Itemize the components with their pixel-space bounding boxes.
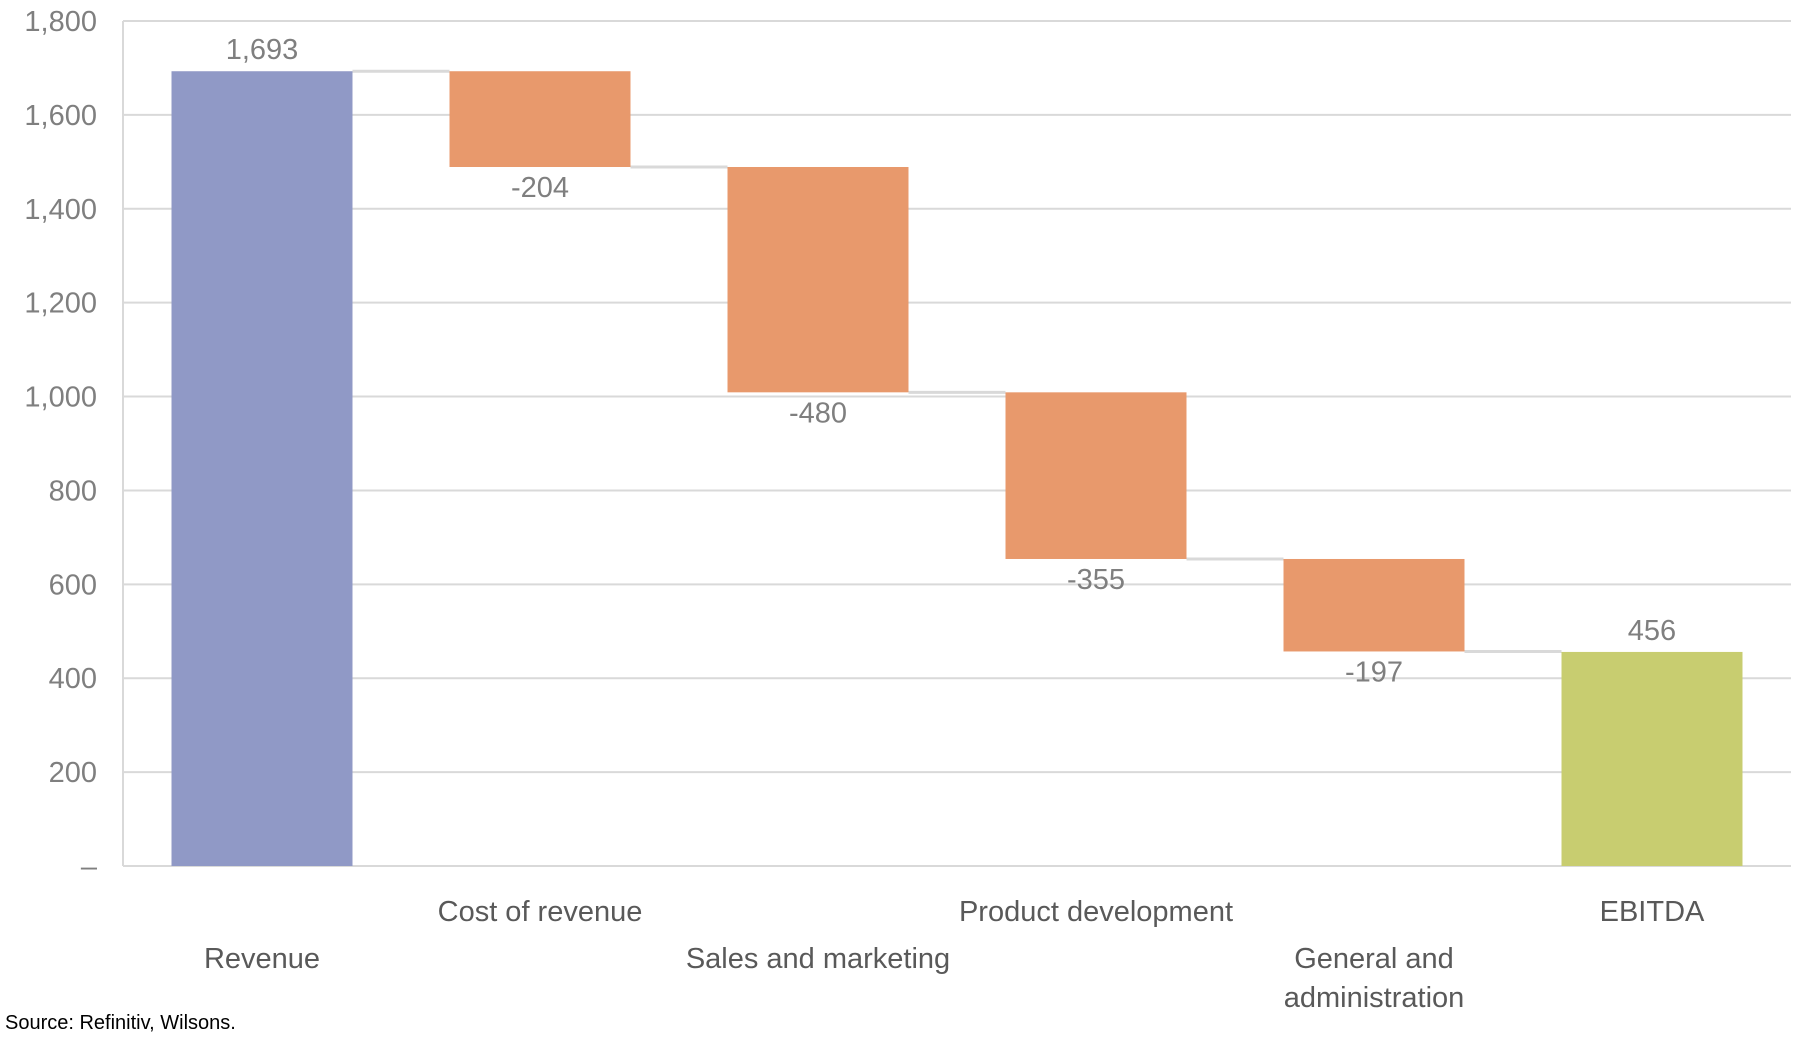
y-tick-label: 200 bbox=[49, 757, 97, 789]
bar-product-development bbox=[1005, 392, 1187, 559]
bar-revenue bbox=[171, 71, 353, 867]
category-label: administration bbox=[1284, 982, 1465, 1014]
y-tick-label: 1,000 bbox=[24, 382, 97, 414]
data-label: -480 bbox=[789, 397, 847, 429]
data-label: -204 bbox=[511, 172, 569, 204]
y-tick-label: 1,800 bbox=[24, 6, 97, 38]
category-label: EBITDA bbox=[1600, 896, 1705, 928]
category-label: Sales and marketing bbox=[686, 943, 950, 975]
y-tick-label: 600 bbox=[49, 569, 97, 601]
category-label: Product development bbox=[959, 896, 1233, 928]
bar-sales-and-marketing bbox=[727, 166, 909, 393]
category-label: Cost of revenue bbox=[438, 896, 643, 928]
category-label: General and bbox=[1294, 943, 1454, 975]
source-note: Source: Refinitiv, Wilsons. bbox=[5, 1012, 236, 1034]
y-tick-label: 1,600 bbox=[24, 100, 97, 132]
bar-ebitda bbox=[1561, 651, 1743, 866]
y-tick-label: 800 bbox=[49, 475, 97, 507]
data-label: 456 bbox=[1628, 615, 1676, 647]
data-label: -355 bbox=[1067, 564, 1125, 596]
category-label: Revenue bbox=[204, 943, 320, 975]
bar-general-and-administration bbox=[1283, 558, 1465, 652]
data-label: -197 bbox=[1345, 656, 1403, 688]
y-tick-label: 1,400 bbox=[24, 194, 97, 226]
bar-cost-of-revenue bbox=[449, 71, 631, 167]
data-label: 1,693 bbox=[226, 34, 299, 66]
y-tick-label: – bbox=[81, 851, 98, 883]
y-tick-label: 1,200 bbox=[24, 288, 97, 320]
y-tick-label: 400 bbox=[49, 663, 97, 695]
